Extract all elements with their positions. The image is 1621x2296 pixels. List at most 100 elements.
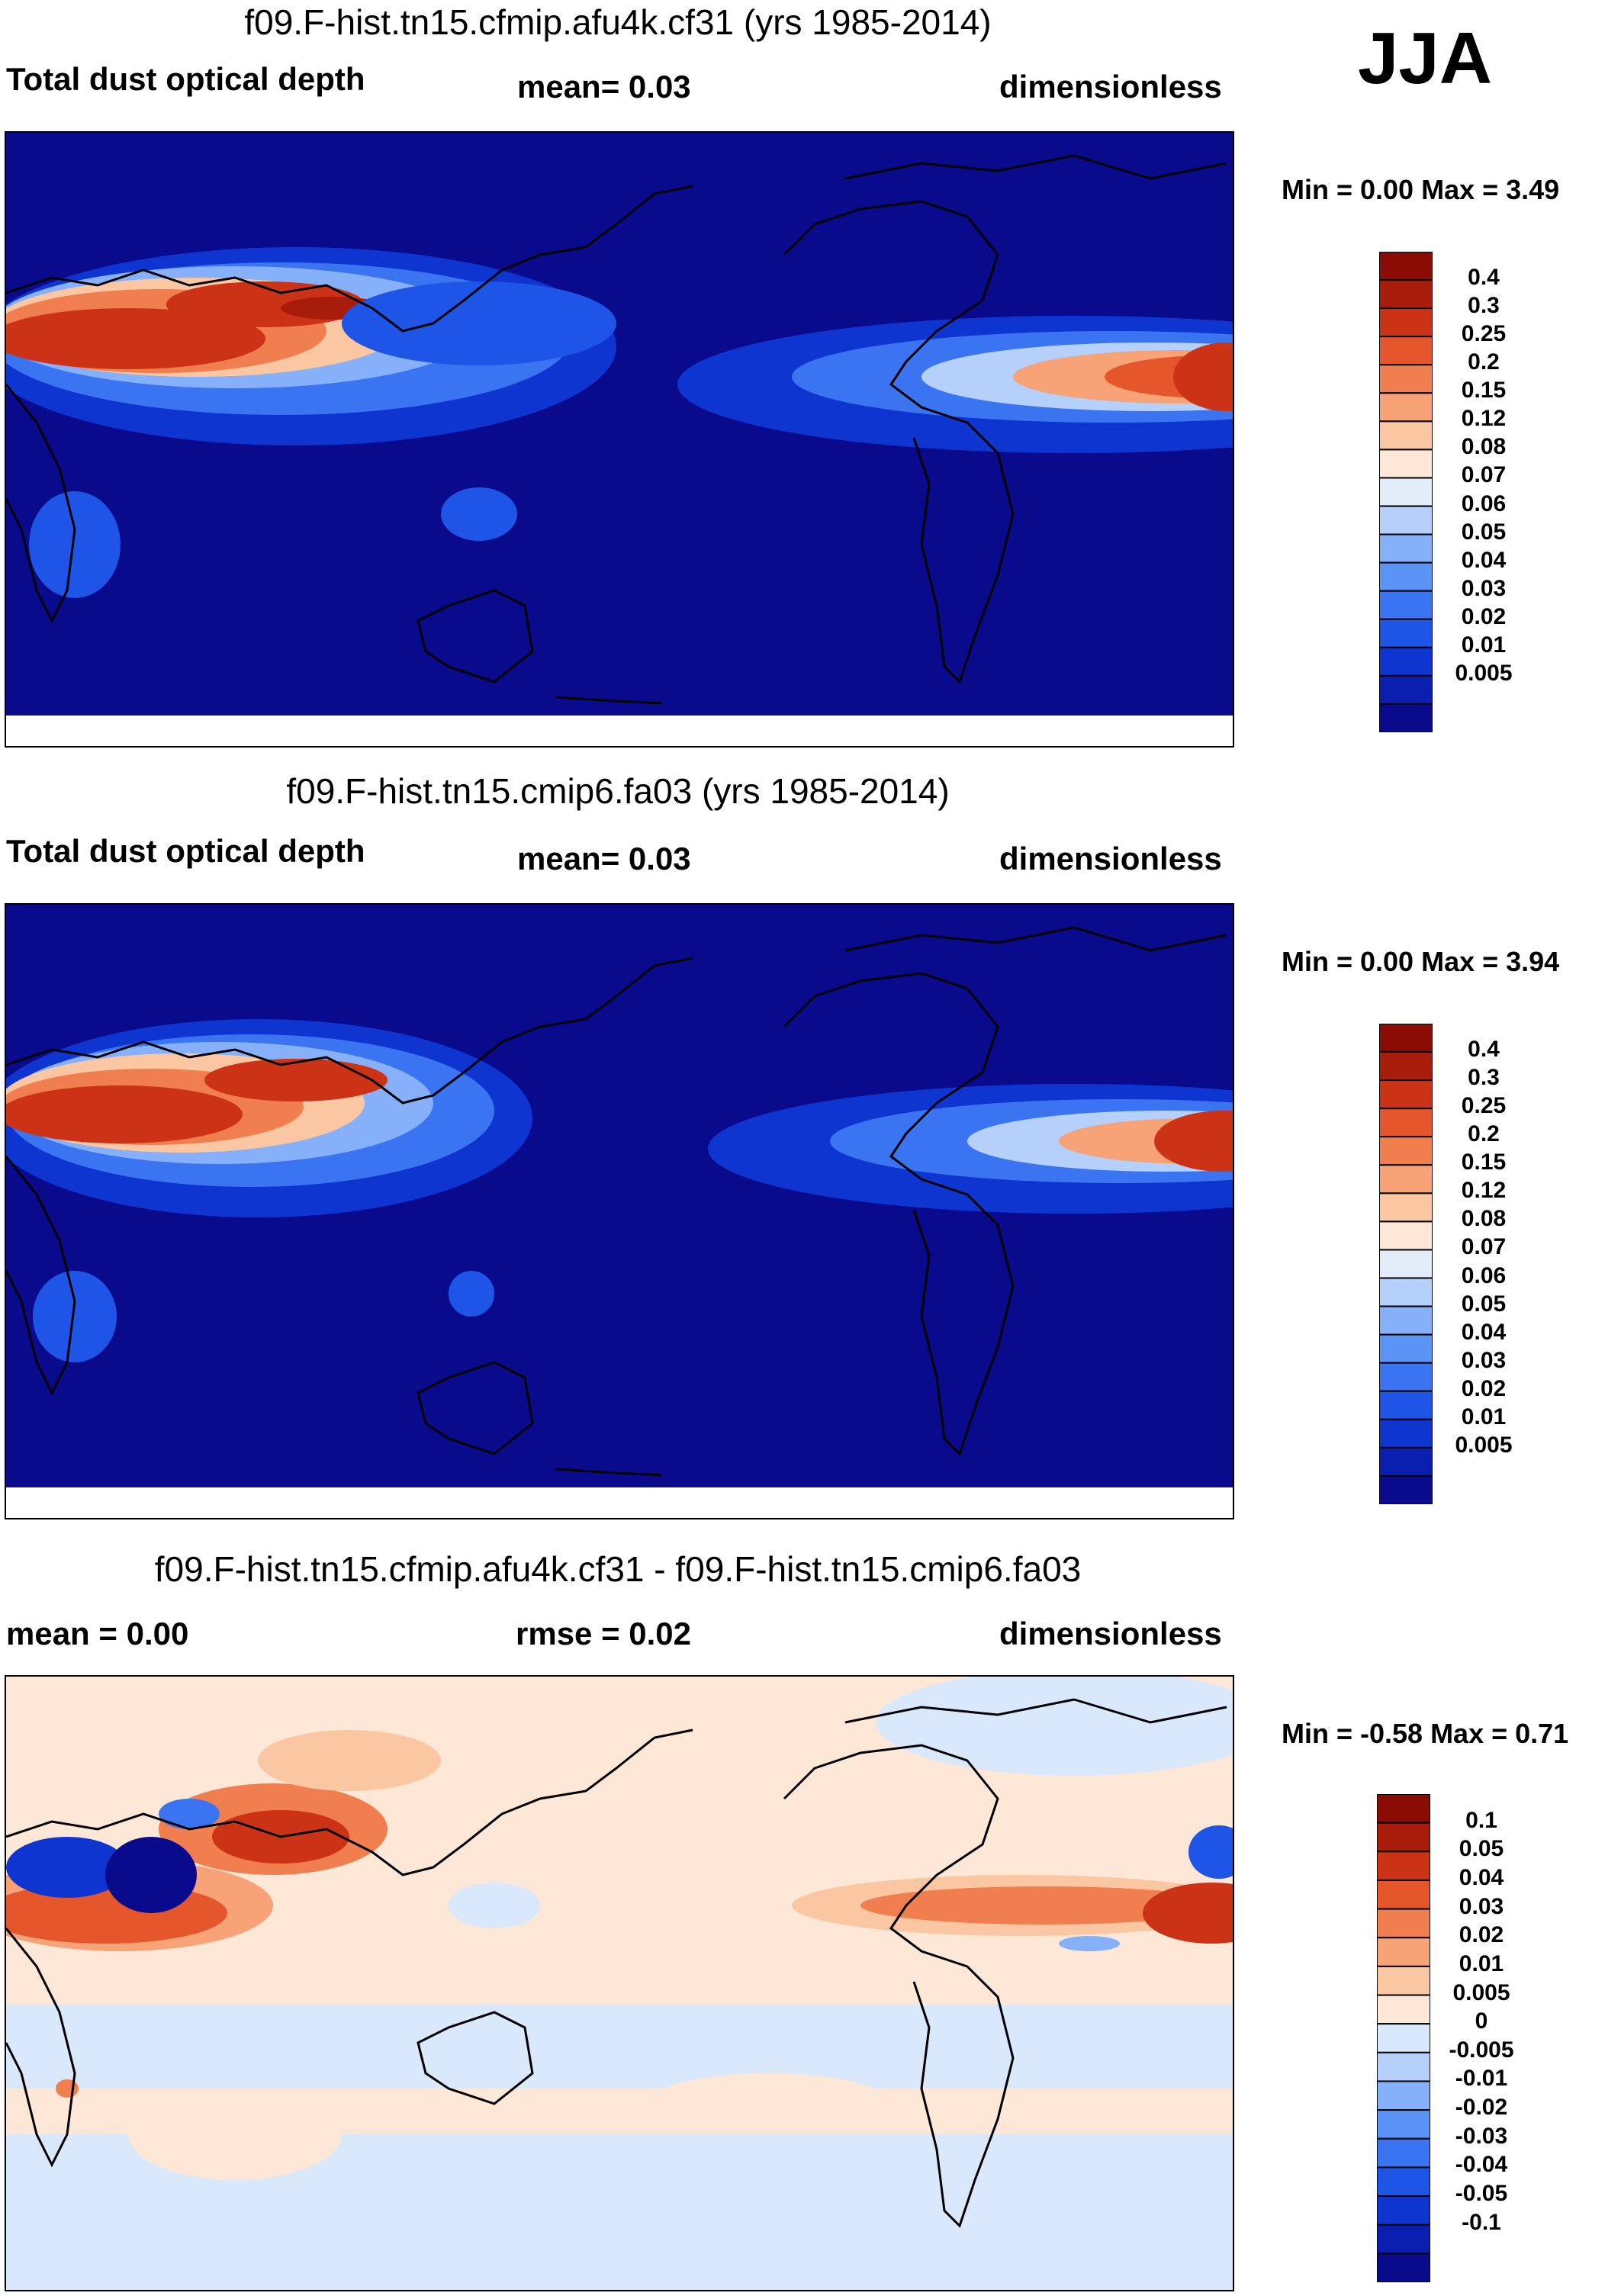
colorbar-swatch [1379,364,1433,394]
colorbar-swatch [1379,336,1433,366]
colorbar-swatch [1379,1474,1433,1504]
colorbar-tick-label: 0.03 [1461,1347,1507,1373]
colorbar-swatch [1379,477,1433,507]
colorbar-tick-label: 0.005 [1455,1432,1513,1458]
panel2-left-label: Total dust optical depth [6,833,365,869]
colorbar-swatch [1379,1446,1433,1477]
panel3-colorbar-labels: 0.1 0.05 0.04 0.03 0.02 0.01 0.005 0 -0.005 -0.01… [1439,1794,1531,2282]
colorbar-tick-label: -0.04 [1455,2152,1508,2178]
panel2-colorbar-labels: 0.4 0.3 0.25 0.2 0.15 0.12 0.08 0.07 0.06 0.05 0.0… [1442,1024,1533,1504]
colorbar-swatch [1379,674,1433,705]
colorbar-swatch [1379,1305,1433,1336]
colorbar-swatch [1379,420,1433,451]
colorbar-swatch [1377,2224,1430,2255]
colorbar-swatch [1377,1937,1430,1967]
colorbar-swatch [1377,2023,1430,2053]
colorbar-tick-label: -0.02 [1455,2095,1508,2121]
colorbar-tick-label: 0.02 [1459,1922,1504,1948]
colorbar-swatch [1379,1108,1433,1138]
colorbar-swatch [1377,1965,1430,1996]
colorbar-tick-label: 0.05 [1461,1291,1507,1317]
colorbar-swatch [1379,618,1433,648]
colorbar-tick-label: 0.1 [1465,1807,1497,1833]
colorbar-swatch [1379,252,1433,281]
colorbar-swatch [1379,1136,1433,1166]
panel1-center-label: mean= 0.03 [517,69,691,105]
colorbar-tick-label: -0.03 [1455,2123,1508,2149]
colorbar-swatch [1377,2109,1430,2140]
colorbar-swatch [1379,1164,1433,1195]
panel1-map [5,131,1234,748]
colorbar-tick-label: 0.08 [1461,1206,1507,1232]
colorbar-tick-label: 0.2 [1468,1121,1500,1147]
panel3-title: f09.F-hist.tn15.cfmip.afu4k.cf31 - f09.F… [154,1549,1082,1589]
panel3-difference-field [6,1677,1233,2290]
colorbar-swatch [1379,505,1433,535]
colorbar-tick-label: 0.12 [1461,406,1507,432]
panel1-right-label: dimensionless [999,69,1222,105]
colorbar-tick-label: 0.4 [1468,1037,1500,1063]
panel3-right-label: dimensionless [999,1616,1222,1651]
colorbar-swatch [1377,1822,1430,1853]
panel2-colorbar [1379,1024,1433,1504]
colorbar-swatch [1379,1220,1433,1251]
season-label: JJA [1358,18,1493,99]
colorbar-swatch [1379,590,1433,620]
colorbar-swatch [1379,1390,1433,1420]
colorbar-swatch [1379,646,1433,677]
colorbar-swatch [1379,1079,1433,1110]
colorbar-tick-label: 0.3 [1468,293,1500,319]
panel1-dust-plume [6,247,1233,598]
panel3-coastlines [6,1698,1227,2228]
panel1-left-label: Total dust optical depth [6,61,365,97]
colorbar-tick-label: 0.04 [1461,547,1507,573]
colorbar-swatch [1377,1794,1430,1824]
colorbar-swatch [1377,2080,1430,2111]
panel1-colorbar [1379,252,1433,732]
panel2-minmax: Min = 0.00 Max = 3.94 [1282,946,1560,977]
colorbar-tick-label: 0.2 [1468,349,1500,375]
colorbar-swatch [1379,1051,1433,1082]
panel2-center-label: mean= 0.03 [517,841,691,876]
panel3-map [5,1675,1234,2291]
colorbar-tick-label: 0.07 [1461,1234,1507,1260]
colorbar-swatch [1377,2253,1430,2282]
colorbar-tick-label: 0.005 [1452,1979,1510,2005]
colorbar-tick-label: 0.15 [1461,1150,1507,1175]
colorbar-swatch [1379,703,1433,732]
colorbar-tick-label: 0.15 [1461,378,1507,404]
colorbar-swatch [1377,1994,1430,2025]
panel3-colorbar [1377,1794,1430,2282]
colorbar-tick-label: -0.01 [1455,2066,1508,2092]
colorbar-swatch [1379,1362,1433,1392]
colorbar-tick-label: 0.03 [1461,575,1507,601]
colorbar-swatch [1379,561,1433,592]
colorbar-swatch [1379,392,1433,423]
colorbar-swatch [1379,1333,1433,1364]
colorbar-tick-label: -0.1 [1462,2209,1501,2235]
colorbar-tick-label: 0.04 [1459,1864,1504,1890]
colorbar-tick-label: 0 [1475,2008,1488,2034]
colorbar-tick-label: -0.005 [1449,2037,1514,2063]
colorbar-swatch [1377,1851,1430,1881]
colorbar-tick-label: 0.05 [1459,1836,1504,1862]
panel3-left-label: mean = 0.00 [6,1616,189,1651]
colorbar-tick-label: 0.25 [1461,321,1507,347]
panel1-title: f09.F-hist.tn15.cfmip.afu4k.cf31 (yrs 19… [244,2,992,42]
colorbar-tick-label: 0.12 [1461,1178,1507,1204]
colorbar-swatch [1379,1249,1433,1279]
colorbar-swatch [1379,279,1433,310]
colorbar-tick-label: 0.25 [1461,1093,1507,1119]
colorbar-tick-label: 0.01 [1461,1404,1507,1429]
colorbar-tick-label: 0.07 [1461,462,1507,488]
colorbar-tick-label: 0.01 [1461,632,1507,658]
colorbar-swatch [1377,2166,1430,2198]
panel2-title: f09.F-hist.tn15.cmip6.fa03 (yrs 1985-201… [286,771,950,811]
panel3-center-label: rmse = 0.02 [516,1616,692,1651]
colorbar-tick-label: -0.05 [1455,2181,1508,2207]
panel1-colorbar-labels: 0.4 0.3 0.25 0.2 0.15 0.12 0.08 0.07 0.06 0.05 0.0… [1442,252,1533,732]
panel3-minmax: Min = -0.58 Max = 0.71 [1282,1718,1569,1749]
colorbar-tick-label: 0.02 [1461,603,1507,629]
colorbar-tick-label: 0.4 [1468,265,1500,291]
colorbar-tick-label: 0.08 [1461,434,1507,460]
